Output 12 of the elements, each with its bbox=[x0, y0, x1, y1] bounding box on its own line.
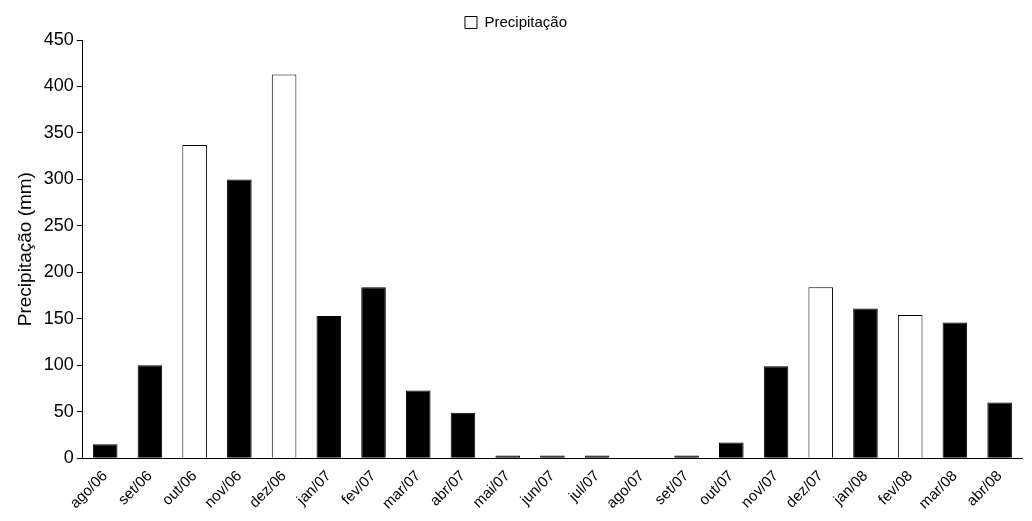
y-tick-label: 400 bbox=[43, 75, 74, 96]
y-tick-label: 250 bbox=[43, 214, 74, 235]
y-tick-label: 450 bbox=[43, 28, 74, 49]
y-tick-label: 200 bbox=[43, 261, 74, 282]
y-tick-label: 350 bbox=[43, 121, 74, 142]
y-tick-label: 150 bbox=[43, 307, 74, 328]
y-tick-label: 300 bbox=[43, 168, 74, 189]
y-tick-label: 100 bbox=[43, 354, 74, 375]
y-tick-label: 50 bbox=[53, 400, 74, 421]
y-axis-title: Precipitação (mm) bbox=[13, 172, 35, 327]
y-tick-label: 0 bbox=[63, 447, 74, 468]
legend-label: Precipitação bbox=[484, 12, 568, 30]
